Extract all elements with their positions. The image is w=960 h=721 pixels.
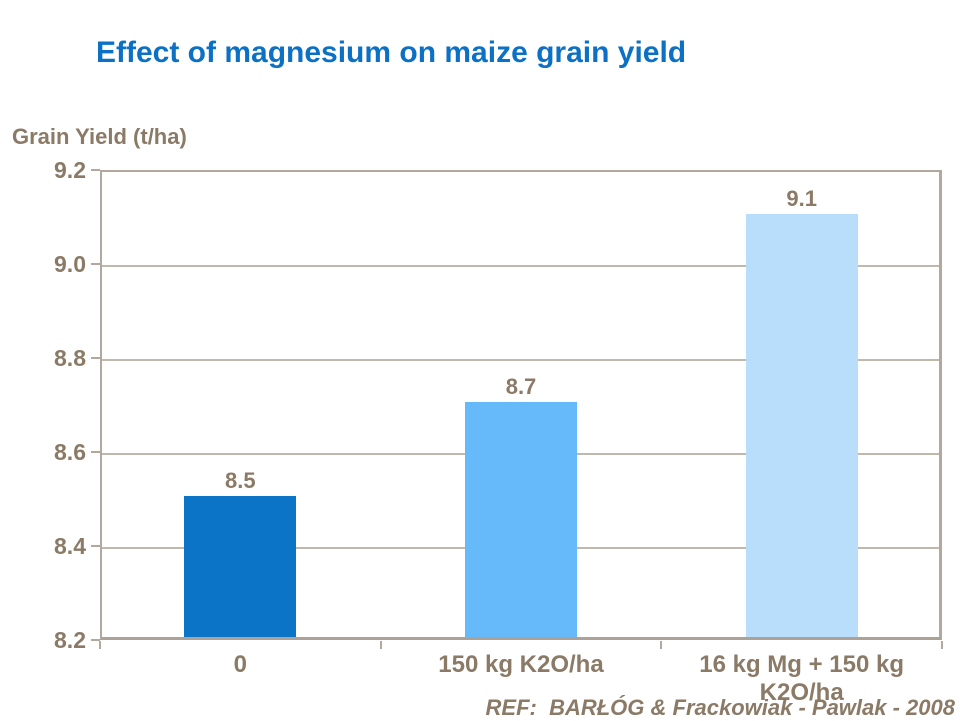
x-category-label-line: 150 kg K2O/ha (438, 651, 604, 678)
bar-value-label: 8.7 (505, 374, 537, 399)
x-axis-tick-mark (941, 641, 943, 649)
y-tick-label: 8.4 (54, 533, 86, 559)
y-tick-label: 8.8 (54, 345, 86, 371)
y-axis-tick-mark (91, 357, 100, 359)
gridline (102, 265, 939, 267)
y-tick-label: 9.2 (54, 157, 86, 183)
x-category-label-line: 16 kg Mg + 150 kg (699, 651, 905, 678)
x-category-label-line: 0 (233, 651, 247, 678)
plot-area (100, 170, 942, 640)
x-axis-tick-mark (379, 641, 382, 649)
y-axis-tick-mark (91, 451, 100, 453)
gridline (102, 359, 939, 361)
bar-value-label: 8.5 (225, 468, 256, 493)
x-axis-tick-mark (99, 641, 101, 649)
bar-0 (184, 496, 297, 637)
x-axis-tick-mark (660, 641, 663, 649)
chart-title: Effect of magnesium on maize grain yield (96, 36, 687, 69)
bar-150-kg-k2o-ha (465, 402, 577, 637)
y-axis-title: Grain Yield (t/ha) (12, 124, 187, 149)
x-category-label-line: K2O/ha (759, 679, 844, 706)
y-tick-label: 9.0 (54, 251, 86, 277)
y-axis-tick-mark (91, 169, 100, 171)
y-axis-tick-mark (91, 263, 100, 265)
x-category-label: 16 kg Mg + 150 kg K2O/ha (661, 651, 942, 707)
y-tick-label: 8.2 (54, 627, 86, 653)
x-category-label: 150 kg K2O/ha (381, 651, 662, 679)
bar-value-label: 9.1 (786, 186, 817, 211)
y-axis-tick-mark (91, 545, 100, 547)
x-category-label: 0 (100, 651, 381, 679)
y-tick-label: 8.6 (54, 439, 86, 465)
bar-16-kg-mg-150-kg-k2o-ha (745, 214, 858, 637)
reference-citation: REF: BARŁÓG & Frackowiak - Pawlak - 2008 (485, 695, 955, 720)
y-axis-tick-mark (91, 639, 100, 641)
